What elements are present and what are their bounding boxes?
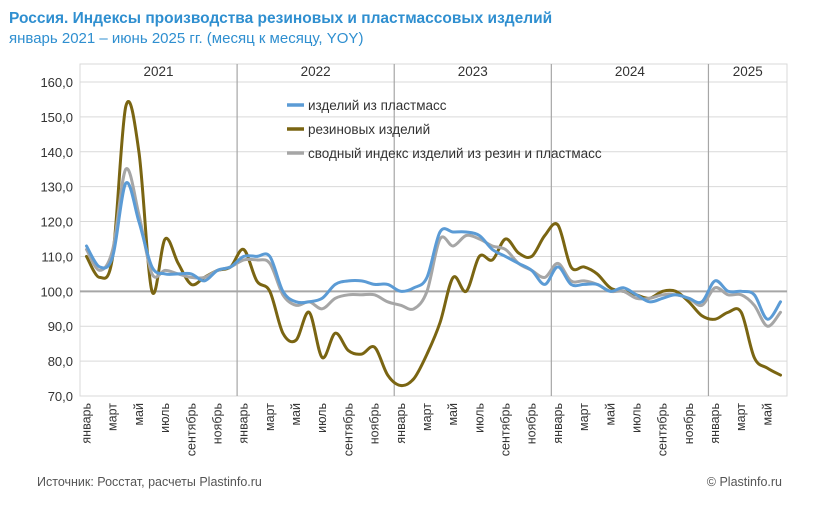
series-line-rubber xyxy=(85,99,782,388)
x-tick-label: март xyxy=(734,403,748,431)
source-note: Источник: Росстат, расчеты Plastinfo.ru xyxy=(37,475,262,489)
y-tick-label: 160,0 xyxy=(40,75,73,90)
y-tick-label: 90,0 xyxy=(48,319,73,334)
x-tick-label: май xyxy=(132,403,146,426)
series-line-combined xyxy=(85,167,782,328)
x-tick-label: январь xyxy=(237,403,251,444)
x-tick-label: ноябрь xyxy=(525,403,539,444)
year-label: 2023 xyxy=(458,64,488,79)
x-tick-label: ноябрь xyxy=(682,403,696,444)
y-tick-label: 150,0 xyxy=(40,110,73,125)
year-label: 2022 xyxy=(301,64,331,79)
legend-layer: изделий из пластмасс резиновых изделий сво… xyxy=(287,98,602,161)
x-tick-label: июль xyxy=(315,403,329,433)
x-tick-label: март xyxy=(577,403,591,431)
y-tick-label: 80,0 xyxy=(48,354,73,369)
series-line-plastic xyxy=(85,181,782,321)
x-tick-label: ноябрь xyxy=(210,403,224,444)
chart-title: Россия. Индексы производства резиновых и… xyxy=(9,10,553,27)
y-tick-label: 100,0 xyxy=(40,284,73,299)
legend-label-plastic: изделий из пластмасс xyxy=(308,98,447,113)
y-tick-label: 110,0 xyxy=(41,249,73,264)
x-tick-label: июль xyxy=(472,403,486,433)
plot-frame xyxy=(79,63,788,397)
y-tick-label: 130,0 xyxy=(40,180,73,195)
x-tick-label: сентябрь xyxy=(656,403,670,456)
x-tick-label: ноябрь xyxy=(368,403,382,444)
year-label: 2025 xyxy=(733,64,763,79)
x-tick-label: январь xyxy=(551,403,565,444)
y-tick-label: 120,0 xyxy=(40,215,73,230)
year-label: 2021 xyxy=(144,64,174,79)
x-tick-label: сентябрь xyxy=(341,403,355,456)
x-tick-label: июль xyxy=(158,403,172,433)
legend-label-rubber: резиновых изделий xyxy=(308,122,430,137)
x-tick-label: май xyxy=(603,403,617,426)
x-tick-label: январь xyxy=(394,403,408,444)
x-tick-label: март xyxy=(106,403,120,431)
x-tick-label: март xyxy=(420,403,434,431)
grid-layer xyxy=(79,63,788,397)
legend-label-combined: сводный индекс изделий из резин и пластм… xyxy=(308,146,602,161)
chart-subtitle: январь 2021 – июнь 2025 гг. (месяц к мес… xyxy=(9,30,364,47)
x-tick-label: май xyxy=(289,403,303,426)
x-tick-label: сентябрь xyxy=(184,403,198,456)
copyright-note: © Plastinfo.ru xyxy=(706,475,782,489)
x-tick-label: май xyxy=(446,403,460,426)
axis-layer: 70,0 80,0 90,0 100,0 110,0 120,0 130,0 140,0 150… xyxy=(40,64,774,456)
x-tick-label: январь xyxy=(708,403,722,444)
y-tick-label: 140,0 xyxy=(40,145,73,160)
x-tick-label: январь xyxy=(80,403,94,444)
x-tick-label: июль xyxy=(629,403,643,433)
year-label: 2024 xyxy=(615,64,646,79)
x-tick-label: сентябрь xyxy=(499,403,513,456)
x-tick-label: март xyxy=(263,403,277,431)
series-layer xyxy=(85,99,782,388)
y-tick-label: 70,0 xyxy=(48,389,73,404)
x-tick-label: май xyxy=(760,403,774,426)
